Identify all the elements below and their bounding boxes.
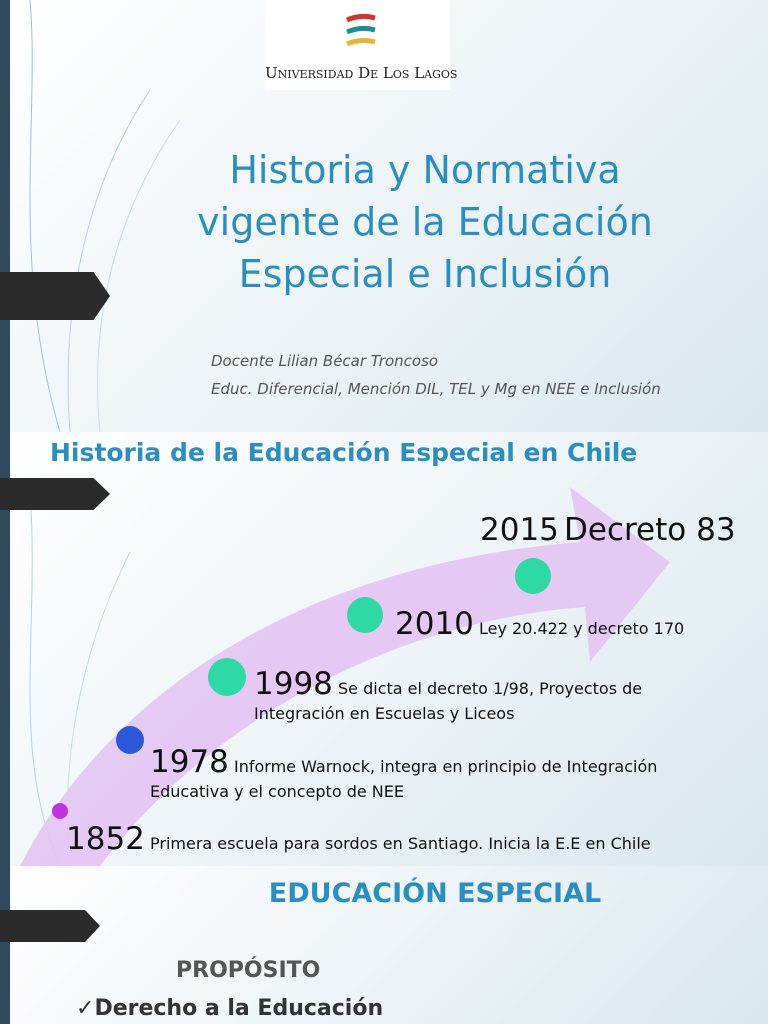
title-line: vigente de la Educación bbox=[197, 200, 653, 244]
edge-bar bbox=[0, 866, 10, 1024]
timeline-arrow bbox=[20, 487, 670, 866]
event-year: 2015 bbox=[480, 512, 559, 548]
title-line: Especial e Inclusión bbox=[238, 252, 612, 296]
event-text: Primera escuela para sordos en Santiago.… bbox=[150, 834, 651, 853]
author: Docente Lilian Bécar Troncoso bbox=[211, 352, 439, 370]
title: Historia y Normativa vigente de la Educa… bbox=[120, 144, 730, 300]
event-year: 2010 bbox=[395, 606, 474, 642]
tab bbox=[0, 910, 100, 942]
event-year: 1998 bbox=[254, 666, 333, 702]
decoration bbox=[29, 0, 181, 432]
slide: EDUCACIÓN ESPECIAL PROPÓSITO Derecho a l… bbox=[0, 866, 768, 1024]
edge-bar bbox=[0, 432, 10, 866]
title-line: Historia y Normativa bbox=[229, 148, 621, 192]
tab bbox=[0, 272, 110, 320]
event-year: 1852 bbox=[66, 821, 145, 857]
logo: Universidad De Los Lagos bbox=[265, 0, 458, 90]
list-item: Derecho a la Educación bbox=[76, 996, 383, 1021]
timeline-event: 1978 Informe Warnock, integra en princip… bbox=[150, 747, 670, 804]
event-text: Se dicta el decreto 1/98, Proyectos de I… bbox=[254, 679, 643, 723]
timeline-event: 1852 Primera escuela para sordos en Sant… bbox=[66, 824, 726, 856]
timeline-event: 1998 Se dicta el decreto 1/98, Proyectos… bbox=[254, 669, 734, 726]
event-year: 1978 bbox=[150, 744, 229, 780]
timeline-event: 2010 Ley 20.422 y decreto 170 bbox=[395, 609, 755, 641]
edge-bar bbox=[0, 0, 10, 432]
credentials: Educ. Diferencial, Mención DIL, TEL y Mg… bbox=[211, 380, 661, 398]
section-title: EDUCACIÓN ESPECIAL bbox=[268, 878, 602, 909]
event-text: Decreto 83 bbox=[564, 512, 736, 548]
event-text: Informe Warnock, integra en principio de… bbox=[150, 757, 658, 801]
tab bbox=[0, 478, 110, 510]
logo-mark bbox=[346, 14, 376, 47]
timeline-event: 2015 Decreto 83 bbox=[480, 515, 768, 547]
event-text: Ley 20.422 y decreto 170 bbox=[479, 619, 685, 638]
slide: Historia de la Educación Especial en Chi… bbox=[0, 432, 768, 866]
subtitle: PROPÓSITO bbox=[176, 958, 321, 983]
slide: Universidad De Los Lagos Historia y Norm… bbox=[0, 0, 768, 432]
section-title: Historia de la Educación Especial en Chi… bbox=[50, 438, 638, 467]
logo-text: Universidad De Los Lagos bbox=[265, 64, 458, 82]
